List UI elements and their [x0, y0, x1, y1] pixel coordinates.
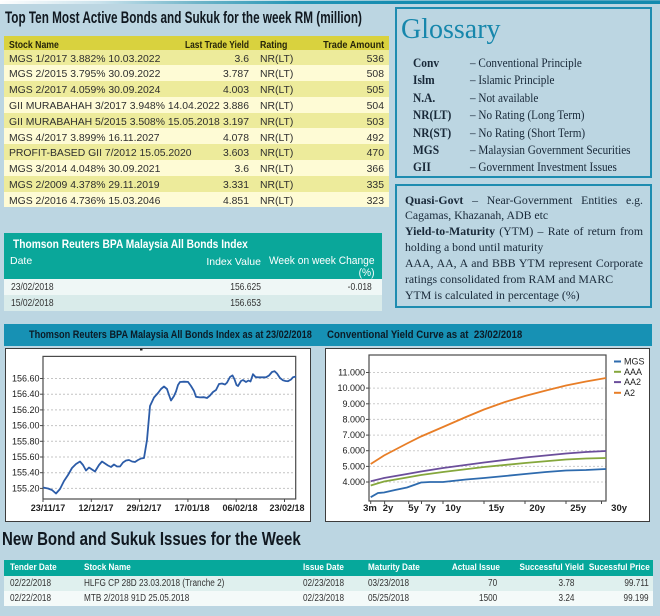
svg-text:10y: 10y	[445, 503, 462, 514]
svg-text:29/12/17: 29/12/17	[126, 503, 161, 513]
svg-text:15y: 15y	[488, 503, 505, 514]
svg-text:156.20: 156.20	[12, 405, 40, 415]
svg-text:155.20: 155.20	[12, 483, 40, 493]
svg-text:156.60: 156.60	[12, 374, 40, 384]
svg-text:12/12/17: 12/12/17	[78, 503, 113, 513]
svg-text:3m: 3m	[363, 503, 377, 514]
svg-text:155.60: 155.60	[12, 452, 40, 462]
svg-text:156.00: 156.00	[12, 421, 40, 431]
svg-text:25y: 25y	[570, 503, 587, 514]
svg-text:10.000: 10.000	[337, 383, 365, 393]
svg-text:155.40: 155.40	[12, 468, 40, 478]
svg-text:6.000: 6.000	[342, 446, 365, 456]
svg-text:06/02/18: 06/02/18	[222, 503, 257, 513]
svg-text:5y: 5y	[408, 503, 419, 514]
svg-text:4.000: 4.000	[342, 477, 365, 487]
svg-text:7.000: 7.000	[342, 430, 365, 440]
svg-text:23/11/17: 23/11/17	[31, 503, 66, 513]
svg-text:MGS: MGS	[624, 357, 645, 367]
svg-text:9.000: 9.000	[342, 399, 365, 409]
svg-text:20y: 20y	[529, 503, 546, 514]
svg-text:11.000: 11.000	[338, 368, 365, 378]
svg-text:30y: 30y	[611, 503, 628, 514]
svg-text:5.000: 5.000	[342, 461, 365, 471]
svg-text:155.80: 155.80	[12, 436, 40, 446]
svg-text:17/01/18: 17/01/18	[174, 503, 209, 513]
svg-text:A2: A2	[624, 388, 635, 398]
svg-text:AA2: AA2	[624, 377, 641, 387]
svg-text:23/02/18: 23/02/18	[269, 503, 304, 513]
svg-text:2y: 2y	[383, 503, 394, 514]
svg-text:7y: 7y	[425, 503, 436, 514]
svg-text:156.40: 156.40	[12, 389, 40, 399]
svg-text:AAA: AAA	[624, 367, 642, 377]
svg-text:8.000: 8.000	[342, 414, 365, 424]
